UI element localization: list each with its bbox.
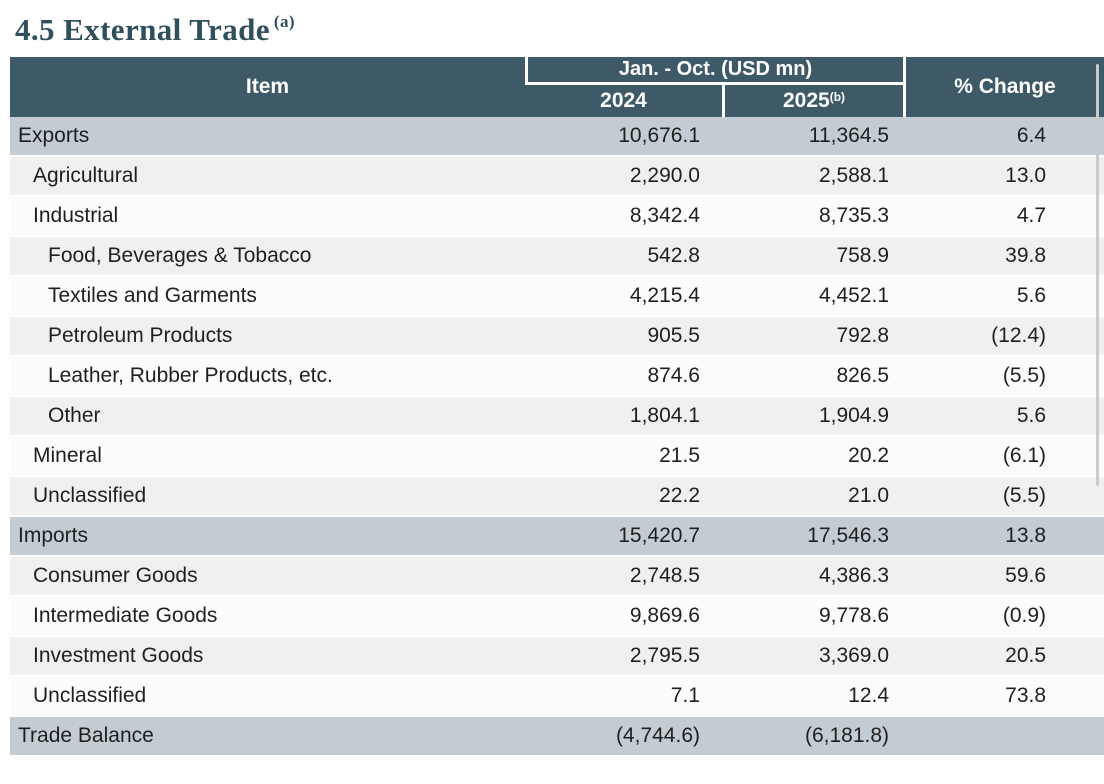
value-2024: 874.6 — [525, 357, 722, 398]
value-change: 20.5 — [903, 637, 1104, 678]
row-label: Agricultural — [10, 157, 525, 198]
row-label: Other — [10, 397, 525, 438]
value-2025: 4,452.1 — [722, 277, 904, 318]
table-row: Agricultural 2,290.0 2,588.1 13.0 — [10, 157, 1104, 198]
value-2024: 21.5 — [525, 437, 722, 478]
table-row: Intermediate Goods 9,869.6 9,778.6 (0.9) — [10, 597, 1104, 638]
value-change: (5.5) — [903, 477, 1104, 518]
value-2024: 10,676.1 — [525, 117, 722, 158]
value-2024: (4,744.6) — [525, 717, 722, 758]
value-2024: 4,215.4 — [525, 277, 722, 318]
value-2025: 8,735.3 — [722, 197, 904, 238]
col-header-2024: 2024 — [525, 85, 722, 118]
value-2025: 4,386.3 — [722, 557, 904, 598]
row-label: Textiles and Garments — [10, 277, 525, 318]
row-label: Intermediate Goods — [10, 597, 525, 638]
value-2025: 758.9 — [722, 237, 904, 278]
table-row: Food, Beverages & Tobacco 542.8 758.9 39.8 — [10, 237, 1104, 278]
table-row: Unclassified 7.1 12.4 73.8 — [10, 677, 1104, 718]
external-trade-table: Item Jan. - Oct. (USD mn) % Change 2024 … — [10, 57, 1104, 758]
col-header-2025: 2025(b) — [722, 85, 904, 118]
table-row: Consumer Goods 2,748.5 4,386.3 59.6 — [10, 557, 1104, 598]
value-2025: 17,546.3 — [722, 517, 904, 558]
row-label: Investment Goods — [10, 637, 525, 678]
value-2025: 11,364.5 — [722, 117, 904, 158]
table-body: Exports 10,676.1 11,364.5 6.4 Agricultural 2,… — [10, 117, 1104, 758]
table-row: Imports 15,420.7 17,546.3 13.8 — [10, 517, 1104, 558]
page: 4.5 External Trade (a) Item Jan. - Oct. (… — [0, 0, 1104, 758]
value-2025: 20.2 — [722, 437, 904, 478]
table-row: Mineral 21.5 20.2 (6.1) — [10, 437, 1104, 478]
row-label: Trade Balance — [10, 717, 525, 758]
table-row: Trade Balance (4,744.6) (6,181.8) — [10, 717, 1104, 758]
value-2025: 9,778.6 — [722, 597, 904, 638]
value-2025: 3,369.0 — [722, 637, 904, 678]
col-header-period-group: Jan. - Oct. (USD mn) — [525, 57, 904, 86]
title-text: 4.5 External Trade — [15, 12, 270, 47]
value-2025: 12.4 — [722, 677, 904, 718]
row-label: Industrial — [10, 197, 525, 238]
scrollbar-thumb[interactable] — [1096, 64, 1099, 486]
value-2025: 2,588.1 — [722, 157, 904, 198]
value-2025: 826.5 — [722, 357, 904, 398]
col-header-2025-superscript: (b) — [829, 90, 846, 105]
value-change: 39.8 — [903, 237, 1104, 278]
row-label: Exports — [10, 117, 525, 158]
value-change: 5.6 — [903, 397, 1104, 438]
row-label: Unclassified — [10, 677, 525, 718]
value-2024: 905.5 — [525, 317, 722, 358]
value-change: (5.5) — [903, 357, 1104, 398]
table-row: Investment Goods 2,795.5 3,369.0 20.5 — [10, 637, 1104, 678]
value-change: 59.6 — [903, 557, 1104, 598]
value-2025: (6,181.8) — [722, 717, 904, 758]
value-2024: 7.1 — [525, 677, 722, 718]
value-2024: 542.8 — [525, 237, 722, 278]
table-row: Leather, Rubber Products, etc. 874.6 826.5… — [10, 357, 1104, 398]
value-change: 5.6 — [903, 277, 1104, 318]
value-2024: 2,795.5 — [525, 637, 722, 678]
value-2024: 2,748.5 — [525, 557, 722, 598]
table-row: Other 1,804.1 1,904.9 5.6 — [10, 397, 1104, 438]
value-2024: 9,869.6 — [525, 597, 722, 638]
table-row: Unclassified 22.2 21.0 (5.5) — [10, 477, 1104, 518]
value-change: 6.4 — [903, 117, 1104, 158]
row-label: Imports — [10, 517, 525, 558]
table-row: Textiles and Garments 4,215.4 4,452.1 5.6 — [10, 277, 1104, 318]
value-2024: 22.2 — [525, 477, 722, 518]
header-row-top: Item Jan. - Oct. (USD mn) % Change — [10, 57, 1104, 118]
value-2025: 792.8 — [722, 317, 904, 358]
value-2024: 8,342.4 — [525, 197, 722, 238]
value-change: (6.1) — [903, 437, 1104, 478]
value-2024: 1,804.1 — [525, 397, 722, 438]
value-2025: 21.0 — [722, 477, 904, 518]
page-title: 4.5 External Trade (a) — [0, 0, 1104, 47]
table-row: Industrial 8,342.4 8,735.3 4.7 — [10, 197, 1104, 238]
value-change — [903, 717, 1104, 758]
value-2025: 1,904.9 — [722, 397, 904, 438]
col-header-2025-text: 2025 — [782, 89, 830, 113]
value-change: 13.0 — [903, 157, 1104, 198]
value-change: 73.8 — [903, 677, 1104, 718]
title-superscript: (a) — [273, 12, 295, 31]
row-label: Leather, Rubber Products, etc. — [10, 357, 525, 398]
header-row-years: 2024 2025(b) — [10, 85, 1104, 118]
value-2024: 15,420.7 — [525, 517, 722, 558]
value-change: (0.9) — [903, 597, 1104, 638]
value-change: (12.4) — [903, 317, 1104, 358]
table-row: Exports 10,676.1 11,364.5 6.4 — [10, 117, 1104, 158]
row-label: Unclassified — [10, 477, 525, 518]
col-header-item: Item — [10, 57, 525, 118]
table-header: Item Jan. - Oct. (USD mn) % Change 2024 … — [10, 57, 1104, 118]
row-label: Petroleum Products — [10, 317, 525, 358]
row-label: Consumer Goods — [10, 557, 525, 598]
value-change: 13.8 — [903, 517, 1104, 558]
row-label: Food, Beverages & Tobacco — [10, 237, 525, 278]
value-change: 4.7 — [903, 197, 1104, 238]
row-label: Mineral — [10, 437, 525, 478]
value-2024: 2,290.0 — [525, 157, 722, 198]
col-header-pct-change: % Change — [903, 57, 1104, 118]
table-row: Petroleum Products 905.5 792.8 (12.4) — [10, 317, 1104, 358]
